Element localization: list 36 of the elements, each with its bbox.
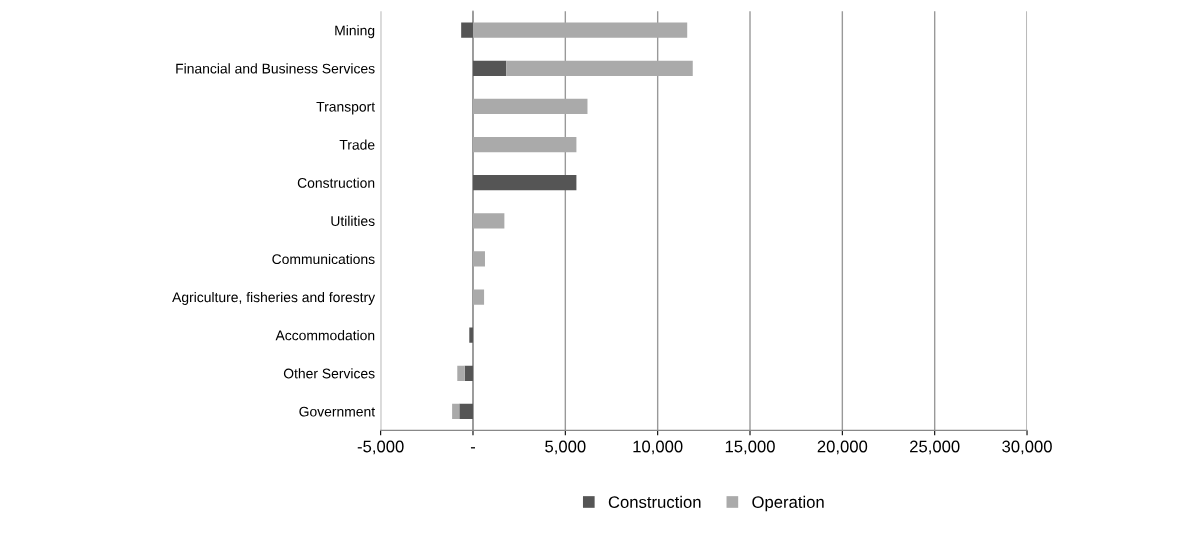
x-tick-label: -5,000 <box>357 440 404 455</box>
bar <box>472 251 485 267</box>
bar <box>472 22 688 38</box>
legend-label: Operation <box>752 495 824 512</box>
bar <box>472 60 507 76</box>
x-tick-label: 15,000 <box>725 440 775 455</box>
y-tick-label: Trade <box>339 139 375 150</box>
bar <box>472 175 577 191</box>
x-tick-label: - <box>470 447 476 449</box>
y-tick-label: Accommodation <box>275 330 375 341</box>
y-tick-label: Financial and Business Services <box>176 63 375 74</box>
y-tick-label: Agriculture, fisheries and forestry <box>172 292 376 305</box>
x-tick-label: 20,000 <box>817 440 868 455</box>
y-tick-label: Mining <box>335 25 375 39</box>
bar <box>469 327 473 343</box>
bar <box>506 60 693 76</box>
x-tick-label: 10,000 <box>633 440 683 455</box>
bar <box>457 365 465 381</box>
y-tick-label: Utilities <box>331 215 375 226</box>
y-tick-label: Transport <box>316 101 375 115</box>
bar <box>472 289 485 305</box>
bar <box>472 213 505 229</box>
x-tick-label: 30,000 <box>1002 440 1052 455</box>
bar <box>461 22 473 38</box>
y-tick-label: Construction <box>297 177 375 188</box>
x-tick-label: 5,000 <box>545 440 586 455</box>
y-tick-label: Communications <box>272 253 375 265</box>
x-tick-label: 25,000 <box>910 440 960 455</box>
bar <box>472 136 577 153</box>
y-tick-label: Other Services <box>283 368 375 379</box>
bar <box>452 403 460 419</box>
bar <box>459 403 473 419</box>
bar <box>472 98 588 115</box>
bar <box>464 365 473 381</box>
y-tick-label: Government <box>299 406 375 417</box>
legend-label: Construction <box>608 495 701 508</box>
